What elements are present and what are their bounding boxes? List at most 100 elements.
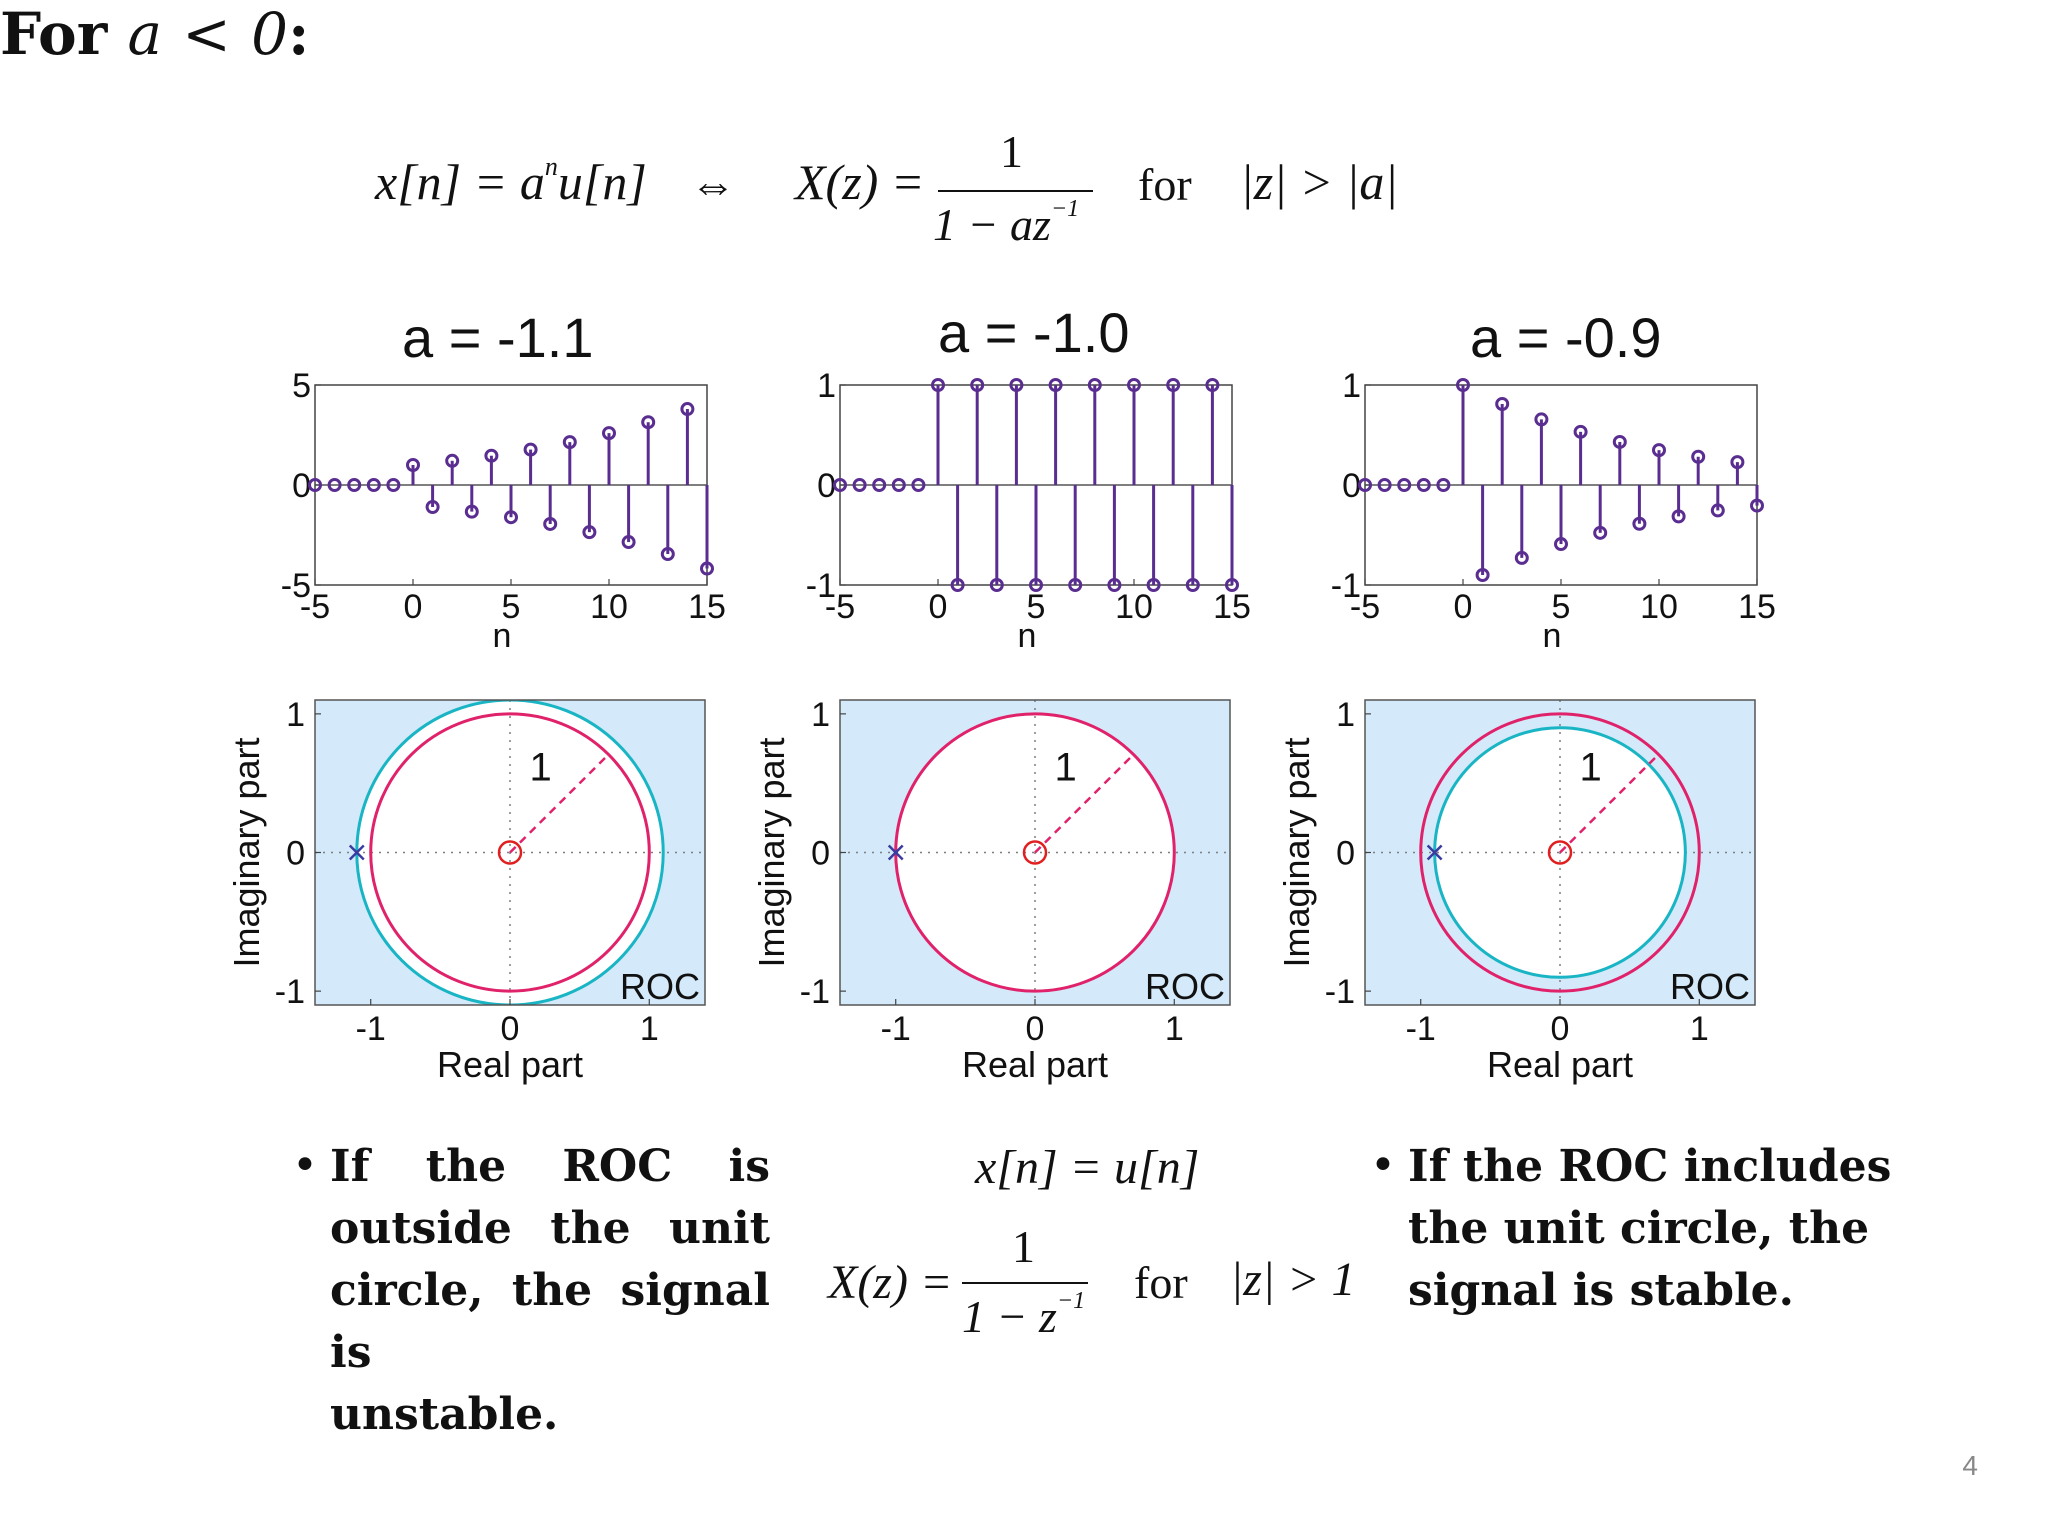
stem-marker	[1534, 412, 1549, 427]
stem-marker	[1593, 525, 1608, 540]
panel-title-1: a = -1.1	[402, 306, 594, 369]
stem-marker	[1107, 578, 1122, 592]
y-tick-label: -1	[1331, 567, 1361, 605]
header-numerator: 1	[1000, 126, 1023, 177]
stem-marker	[1146, 578, 1161, 592]
y-tick-label: -1	[800, 973, 830, 1011]
y-tick-label: 1	[1342, 367, 1361, 405]
x-tick-label: 10	[1640, 588, 1678, 626]
radius-line	[1034, 753, 1135, 854]
stem-marker	[911, 478, 926, 492]
x-tick-label: 0	[1551, 1010, 1570, 1048]
stem-marker	[602, 426, 616, 441]
y-axis-label: Imaginary part	[1276, 737, 1317, 967]
stem-marker	[1750, 498, 1764, 513]
x-tick-label: 0	[1454, 588, 1473, 626]
bullet-left-symbol: •	[292, 1140, 318, 1191]
stem-marker	[872, 478, 887, 492]
y-tick-label: 0	[1336, 835, 1355, 873]
y-tick-label: 0	[286, 835, 305, 873]
stem-marker	[891, 478, 906, 492]
stem-marker	[1087, 378, 1102, 392]
for-label: For	[0, 0, 108, 68]
mid-numerator: 1	[1012, 1221, 1035, 1272]
radius-line	[1559, 753, 1660, 854]
x-tick-label: 1	[1165, 1010, 1184, 1048]
x-axis-label: n	[493, 617, 512, 655]
stem-marker	[1436, 478, 1451, 492]
zero-symbol: 0	[251, 0, 288, 68]
mid-fraction-bar	[962, 1282, 1088, 1284]
stem-marker	[1475, 568, 1490, 582]
stem-marker	[641, 415, 656, 430]
x-tick-label: 10	[1115, 588, 1153, 626]
y-tick-label: 0	[811, 835, 830, 873]
roc-label: ROC	[1670, 966, 1750, 1007]
stem-marker	[1377, 478, 1392, 492]
stem-marker	[1166, 378, 1181, 392]
stem-marker	[366, 478, 381, 492]
x-tick-label: 0	[501, 1010, 520, 1048]
stem-marker	[464, 504, 479, 519]
y-tick-label: 1	[286, 696, 305, 734]
panel-title-3: a = -0.9	[1470, 306, 1662, 369]
y-tick-label: -5	[281, 567, 311, 605]
pole-marker-b	[1426, 844, 1443, 861]
x-axis-label: n	[1543, 617, 1562, 655]
stem-marker	[970, 378, 985, 392]
y-tick-label: -1	[1325, 973, 1355, 1011]
stem-marker	[1652, 443, 1666, 458]
stem-marker	[700, 561, 714, 576]
stem-marker	[931, 378, 945, 392]
bullet-right-text: If the ROC includes the unit circle, the…	[1408, 1141, 1892, 1316]
x-tick-label: 0	[404, 588, 423, 626]
page-number: 4	[1962, 1450, 1978, 1481]
x-axis-label: Real part	[962, 1044, 1108, 1085]
radius-line	[509, 753, 610, 854]
y-tick-label: -1	[275, 973, 305, 1011]
stem-marker	[621, 535, 636, 550]
stem-plot-1: -5 0 5 10 15 5 0 -5 n	[281, 367, 726, 655]
zero-marker	[1022, 840, 1048, 865]
mid-xz: X(z) =	[828, 1256, 953, 1309]
x-tick-label: -5	[825, 588, 855, 626]
y-axis-label: Imaginary part	[751, 737, 792, 967]
y-tick-label: 0	[292, 467, 311, 505]
y-axis-label: Imaginary part	[226, 737, 267, 967]
stem-marker	[562, 435, 577, 450]
pole-marker-b	[348, 844, 365, 861]
stem-marker	[852, 478, 867, 492]
header-for-word: for	[1138, 159, 1192, 210]
x-tick-label: 1	[1690, 1010, 1709, 1048]
stem-marker	[543, 516, 558, 531]
stem-marker	[1671, 509, 1686, 524]
header-lhs: x[n] = anu[n]	[375, 152, 647, 210]
stem-marker	[386, 478, 401, 492]
roc-label: ROC	[620, 966, 700, 1007]
stem-marker	[1691, 449, 1706, 464]
mid-for: for	[1134, 1257, 1188, 1308]
x-tick-label: 15	[1738, 588, 1776, 626]
stem-marker	[406, 458, 420, 472]
stem-marker	[1205, 378, 1220, 392]
stem-marker	[1185, 578, 1200, 592]
mid-denominator: 1 − z−1	[962, 1287, 1086, 1342]
x-tick-label: 10	[590, 588, 628, 626]
mid-eq1: x[n] = u[n]	[975, 1141, 1200, 1194]
radius-label: 1	[1055, 745, 1077, 789]
stem-marker	[1514, 550, 1529, 565]
y-tick-label: 1	[817, 367, 836, 405]
stem-marker	[347, 478, 362, 492]
stem-marker	[504, 510, 518, 525]
y-tick-label: -1	[806, 567, 836, 605]
mid-region: |z| > 1	[1230, 1253, 1356, 1306]
bullet-right-symbol: •	[1370, 1140, 1396, 1191]
iff-symbol: ⇔	[690, 159, 736, 210]
header-denominator: 1 − az−1	[933, 195, 1080, 250]
x-tick-label: -1	[356, 1010, 386, 1048]
x-tick-label: 5	[502, 588, 521, 626]
